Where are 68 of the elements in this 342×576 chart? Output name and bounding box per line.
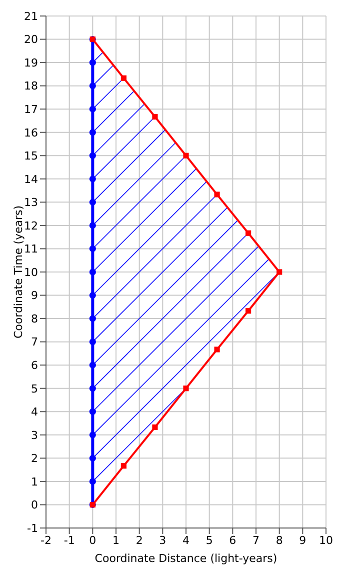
x-tick-label: -2	[40, 534, 52, 547]
y-tick-label: 13	[24, 196, 38, 210]
point	[89, 478, 96, 485]
point	[183, 152, 189, 158]
y-tick-label: 7	[31, 336, 38, 349]
point	[152, 114, 158, 120]
x-tick-label: 7	[252, 534, 260, 547]
point	[120, 463, 126, 469]
point	[89, 198, 96, 206]
y-tick-label: 18	[24, 80, 38, 93]
x-tick-label: 8	[276, 534, 283, 547]
point	[246, 230, 252, 236]
y-tick-label: 17	[24, 102, 38, 116]
y-tick-label: 12	[24, 219, 38, 232]
y-tick-label: 15	[24, 150, 38, 163]
point	[120, 75, 126, 81]
y-tick-label: 6	[31, 358, 38, 372]
point	[152, 424, 158, 430]
point	[89, 245, 96, 252]
y-axis-title: Coordinate Time (years)	[12, 205, 25, 339]
x-tick-label: 9	[299, 534, 306, 547]
x-tick-label: 10	[319, 534, 333, 547]
y-tick-label: 9	[31, 289, 38, 302]
y-tick-label: 14	[24, 172, 38, 186]
point	[183, 386, 189, 392]
y-tick-label: 4	[31, 406, 38, 419]
x-axis-title: Coordinate Distance (light-years)	[94, 552, 278, 565]
y-tick-label: 16	[24, 126, 38, 140]
point	[89, 222, 96, 229]
x-tick-label: -1	[64, 534, 75, 547]
y-tick-label: 19	[24, 56, 38, 70]
point	[89, 106, 96, 112]
x-tick-label: 6	[229, 534, 236, 547]
point	[89, 268, 96, 276]
point	[89, 408, 96, 415]
y-tick-label: 11	[24, 242, 38, 256]
y-tick-label: 20	[24, 33, 38, 46]
point	[89, 292, 96, 299]
y-tick-label: 3	[31, 428, 38, 442]
point	[214, 346, 220, 352]
point	[89, 152, 96, 159]
point	[89, 129, 96, 136]
x-tick-label: 4	[182, 534, 190, 547]
point	[89, 432, 96, 438]
y-tick-label: 21	[24, 10, 38, 23]
x-tick-label: 5	[206, 534, 213, 547]
y-tick-label: 10	[24, 266, 38, 279]
y-tick-label: 8	[31, 312, 38, 326]
point	[214, 192, 220, 198]
y-tick-label: 0	[31, 498, 38, 512]
y-tick-label: -1	[27, 522, 38, 535]
x-tick-label: 1	[112, 534, 120, 547]
point	[89, 454, 96, 462]
point	[89, 362, 96, 368]
y-tick-label: 1	[31, 475, 38, 488]
y-tick-label: 2	[31, 452, 38, 466]
x-tick-label: 0	[89, 534, 96, 547]
x-tick-label: 3	[159, 534, 166, 547]
point	[89, 82, 96, 90]
point	[89, 176, 96, 182]
point	[89, 315, 96, 322]
x-tick-label: 2	[136, 534, 143, 547]
y-tick-label: 5	[31, 382, 38, 396]
point	[89, 338, 96, 346]
point	[89, 59, 96, 66]
point	[246, 308, 252, 314]
point	[89, 385, 96, 392]
point	[276, 269, 282, 275]
